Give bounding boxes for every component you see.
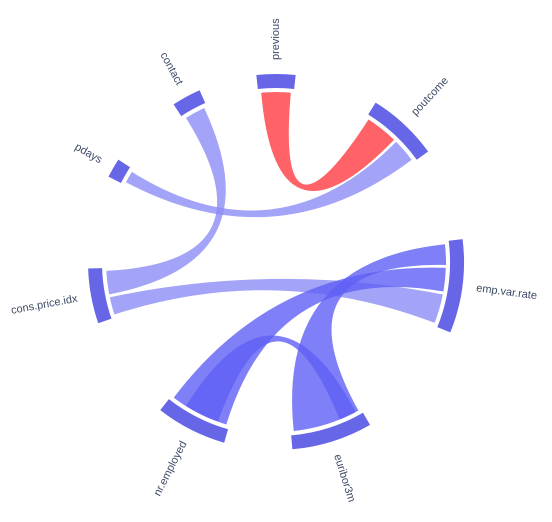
- node-label-cons_price_idx: cons.price.idx: [10, 293, 79, 317]
- node-gap-nr_employed: [168, 395, 230, 430]
- node-arc-cons_price_idx[interactable]: [88, 268, 112, 324]
- node-label-poutcome: poutcome: [409, 75, 451, 119]
- node-gap-previous: [257, 87, 295, 93]
- node-arc-contact[interactable]: [173, 90, 206, 117]
- node-arc-previous[interactable]: [256, 74, 296, 89]
- node-gap-poutcome: [366, 114, 417, 163]
- node-label-pdays: pdays: [73, 141, 105, 166]
- chord-link-euribor3m-nr_employed[interactable]: [185, 335, 356, 422]
- node-label-euribor3m: euribor3m: [331, 453, 357, 504]
- node-label-nr_employed: nr.employed: [152, 439, 190, 498]
- node-gap-cons_price_idx: [102, 267, 116, 319]
- nodes-layer: [88, 74, 464, 450]
- node-label-contact: contact: [157, 50, 184, 87]
- node-gap-contact: [181, 103, 207, 120]
- chord-link-pdays-poutcome[interactable]: [125, 141, 412, 218]
- node-gap-euribor3m: [290, 409, 363, 436]
- node-arc-euribor3m[interactable]: [291, 412, 370, 450]
- node-label-previous: previous: [270, 18, 282, 60]
- node-label-emp_var_rate: emp.var.rate: [476, 282, 538, 302]
- node-arc-poutcome[interactable]: [368, 102, 429, 160]
- node-arc-emp_var_rate[interactable]: [437, 239, 464, 333]
- node-arc-nr_employed[interactable]: [160, 399, 229, 443]
- links-layer: [106, 91, 446, 432]
- node-arc-pdays[interactable]: [108, 159, 131, 184]
- node-gap-emp_var_rate: [433, 240, 451, 328]
- node-gap-pdays: [120, 167, 134, 185]
- chord-link-contact-cons_price_idx[interactable]: [106, 107, 226, 295]
- chord-link-previous-poutcome[interactable]: [261, 91, 395, 191]
